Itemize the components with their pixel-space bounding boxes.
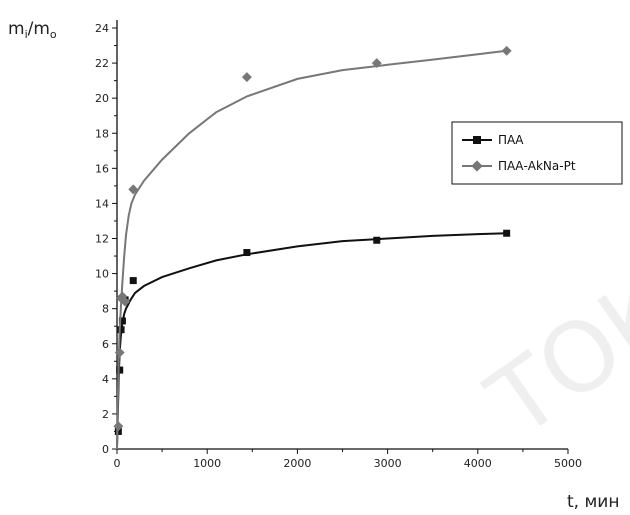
x-axis-ticks: 0 1000 2000 3000 4000 5000 xyxy=(114,449,583,470)
legend-label-paa-akna-pt: ПАА-AkNa-Pt xyxy=(498,159,576,173)
y-tick-label: 12 xyxy=(95,233,109,246)
y-tick-label: 18 xyxy=(95,127,109,140)
y-tick-label: 10 xyxy=(95,268,109,281)
data-point-series-0 xyxy=(130,277,137,284)
data-point-series-1 xyxy=(502,46,512,56)
watermark: ТОК xyxy=(468,251,630,459)
x-tick-label: 0 xyxy=(114,457,121,470)
data-point-series-0 xyxy=(373,237,380,244)
y-tick-label: 6 xyxy=(102,338,109,351)
x-tick-label: 1000 xyxy=(193,457,221,470)
data-point-series-1 xyxy=(115,348,125,358)
x-tick-label: 3000 xyxy=(374,457,402,470)
y-tick-label: 0 xyxy=(102,443,109,456)
y-tick-label: 20 xyxy=(95,92,109,105)
series-line-1 xyxy=(117,51,507,449)
y-tick-label: 16 xyxy=(95,162,109,175)
x-tick-label: 5000 xyxy=(554,457,582,470)
y-tick-label: 14 xyxy=(95,197,109,210)
data-point-series-0 xyxy=(116,367,123,374)
y-tick-label: 4 xyxy=(102,373,109,386)
y-axis-title-sub2: o xyxy=(50,28,57,41)
x-tick-label: 4000 xyxy=(464,457,492,470)
legend-marker-paa xyxy=(473,136,481,144)
series-line-0 xyxy=(117,233,507,449)
data-point-series-0 xyxy=(243,249,250,256)
legend-box xyxy=(452,122,622,184)
legend: ПАА ПАА-AkNa-Pt xyxy=(452,122,622,184)
data-point-series-1 xyxy=(242,72,252,82)
y-tick-label: 22 xyxy=(95,57,109,70)
y-tick-label: 2 xyxy=(102,408,109,421)
legend-label-paa: ПАА xyxy=(498,133,524,147)
y-tick-label: 8 xyxy=(102,303,109,316)
data-point-series-0 xyxy=(118,326,125,333)
data-point-series-0 xyxy=(503,230,510,237)
y-tick-label: 24 xyxy=(95,22,109,35)
y-axis-title-main: m xyxy=(8,19,25,39)
plot-area xyxy=(113,46,511,449)
y-axis-title: mi/mo xyxy=(8,19,57,41)
x-axis-title: t, мин xyxy=(567,492,619,512)
x-tick-label: 2000 xyxy=(283,457,311,470)
y-axis-title-sep: /m xyxy=(28,19,50,39)
